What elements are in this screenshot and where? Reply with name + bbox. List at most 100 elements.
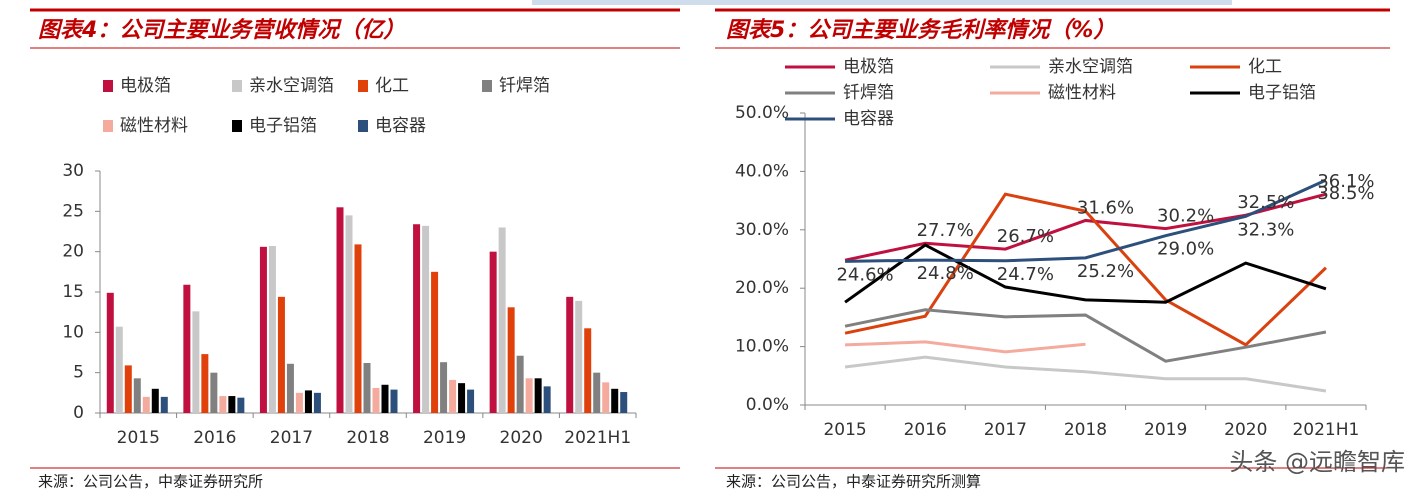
x-tick-label: 2015 <box>117 428 160 448</box>
chart-title: 图表4：公司主要业务营收情况（亿） <box>38 17 405 43</box>
bar <box>381 384 389 413</box>
data-label: 32.3% <box>1237 219 1294 240</box>
legend-label: 钎焊箔 <box>843 83 894 103</box>
bar <box>422 225 430 413</box>
x-tick-label: 2019 <box>423 428 466 448</box>
data-label: 31.6% <box>1077 197 1134 218</box>
bar <box>440 362 448 413</box>
legend-swatch <box>232 80 242 92</box>
bar <box>268 246 276 413</box>
x-tick-label: 2016 <box>904 420 947 440</box>
bar <box>115 326 123 413</box>
y-tick-label: 5 <box>73 363 84 383</box>
bar <box>458 383 466 413</box>
data-label: 25.2% <box>1077 261 1134 282</box>
legend-swatch <box>103 80 113 92</box>
bar <box>363 362 371 413</box>
line <box>844 308 1327 363</box>
y-tick-label: 20 <box>62 242 84 262</box>
y-tick-label: 0 <box>73 403 84 423</box>
data-label: 36.1% <box>1317 171 1374 192</box>
data-label: 24.8% <box>917 263 974 284</box>
data-label: 27.7% <box>917 220 974 241</box>
bar <box>345 215 353 413</box>
x-tick-label: 2020 <box>500 428 543 448</box>
legend-label: 亲水空调箔 <box>249 76 334 96</box>
bar <box>201 354 209 413</box>
x-tick-label: 2017 <box>984 420 1027 440</box>
bar <box>192 311 200 413</box>
bar <box>611 388 619 413</box>
watermark: 头条 @远瞻智库 <box>1229 448 1405 476</box>
y-tick-label: 50.0% <box>735 103 789 123</box>
source: 来源：公司公告，中泰证券研究所 <box>38 473 263 491</box>
bar <box>489 251 497 413</box>
legend-label: 电容器 <box>375 116 426 136</box>
x-tick-label: 2016 <box>193 428 236 448</box>
bar <box>431 271 439 413</box>
legend-label: 电容器 <box>843 109 894 129</box>
legend-label: 电子铝箔 <box>1248 83 1316 103</box>
y-tick-label: 20.0% <box>735 278 789 298</box>
y-tick-label: 15 <box>62 282 84 302</box>
bar <box>467 389 475 413</box>
bar <box>584 328 592 413</box>
bar <box>413 224 421 413</box>
y-tick-label: 0.0% <box>746 395 789 415</box>
y-tick-label: 40.0% <box>735 161 789 181</box>
bar <box>106 292 114 413</box>
bar <box>507 307 515 413</box>
legend-label: 钎焊箔 <box>499 76 550 96</box>
data-label: 32.5% <box>1237 192 1294 213</box>
legend-label: 化工 <box>1248 57 1282 77</box>
bar <box>142 396 150 413</box>
y-tick-label: 10.0% <box>735 337 789 357</box>
bar <box>575 300 583 413</box>
data-label: 29.0% <box>1157 239 1214 260</box>
legend-label: 化工 <box>375 76 409 96</box>
x-tick-label: 2017 <box>270 428 313 448</box>
line <box>845 178 1327 263</box>
legend-label: 磁性材料 <box>120 116 188 136</box>
line <box>844 192 1327 347</box>
y-tick-label: 10 <box>62 322 84 342</box>
y-tick-label: 30 <box>62 161 84 181</box>
bar <box>620 392 628 413</box>
legend-label: 电极箔 <box>843 57 894 77</box>
bar <box>336 207 344 413</box>
bar <box>277 296 285 413</box>
x-tick-label: 2021H1 <box>1292 420 1359 440</box>
legend-label: 电子铝箔 <box>249 116 317 136</box>
bar <box>498 227 506 413</box>
bar <box>210 372 218 413</box>
line <box>844 355 1327 393</box>
legend-label: 电极箔 <box>120 76 171 96</box>
x-tick-label: 2021H1 <box>564 428 631 448</box>
bar <box>566 296 574 413</box>
legend-swatch <box>103 120 113 132</box>
bar <box>286 363 294 413</box>
bar <box>295 392 303 413</box>
bar <box>390 389 398 413</box>
bar <box>160 396 168 413</box>
legend-swatch <box>358 120 368 132</box>
x-tick-label: 2015 <box>823 420 866 440</box>
bar <box>133 378 141 413</box>
legend-swatch <box>232 120 242 132</box>
bar <box>237 397 245 413</box>
bar <box>516 355 524 413</box>
bar <box>602 382 610 413</box>
x-tick-label: 2020 <box>1224 420 1267 440</box>
bar <box>304 390 312 413</box>
bar <box>219 396 227 413</box>
line <box>844 243 1327 304</box>
bar <box>124 365 132 413</box>
top-strip <box>532 0 1232 5</box>
data-label: 24.7% <box>997 264 1054 285</box>
bar <box>543 386 551 413</box>
y-tick-label: 30.0% <box>735 220 789 240</box>
bar <box>259 246 267 413</box>
data-label: 24.6% <box>836 264 893 285</box>
chart-title: 图表5：公司主要业务毛利率情况（%） <box>726 17 1115 43</box>
